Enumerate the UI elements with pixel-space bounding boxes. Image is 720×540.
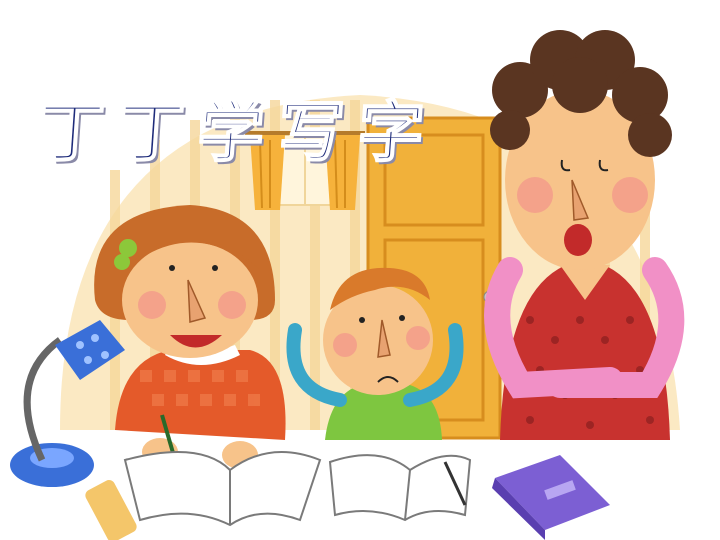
desk-lamp — [10, 320, 125, 487]
boy-character — [286, 267, 464, 440]
open-book-left — [123, 451, 322, 527]
title-char: 写 — [274, 93, 347, 172]
open-book-right — [328, 454, 472, 522]
purple-book — [492, 455, 610, 540]
title-char: 丁 — [114, 93, 187, 172]
eraser — [85, 479, 137, 540]
title-char: 字 — [354, 93, 427, 172]
girl-character — [94, 205, 286, 471]
title-char: 学 — [194, 93, 267, 172]
window — [245, 131, 365, 210]
mother-character — [484, 30, 685, 440]
page-title: 丁 丁 学 写 字 — [34, 88, 478, 178]
title-char: 丁 — [34, 93, 107, 172]
